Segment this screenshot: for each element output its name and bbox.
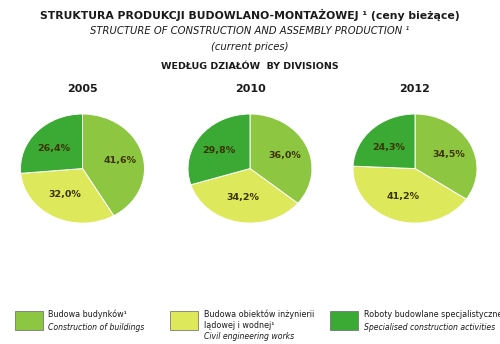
Wedge shape [250,114,312,203]
Text: 41,2%: 41,2% [386,192,420,201]
Wedge shape [20,114,82,173]
Text: 24,3%: 24,3% [372,142,405,152]
Text: 32,0%: 32,0% [48,191,81,200]
Text: Specialised construction activities: Specialised construction activities [364,323,494,332]
Text: 26,4%: 26,4% [38,144,70,153]
Text: Construction of buildings: Construction of buildings [48,323,145,332]
Text: 34,5%: 34,5% [432,150,466,159]
Wedge shape [188,114,250,185]
Wedge shape [415,114,477,199]
Text: 29,8%: 29,8% [202,147,235,155]
Wedge shape [353,166,467,223]
Text: Roboty budowlane specjalistyczne: Roboty budowlane specjalistyczne [364,310,500,319]
Text: (current prices): (current prices) [211,42,289,52]
Text: 36,0%: 36,0% [268,151,301,160]
Wedge shape [20,169,114,223]
Text: Civil engineering works: Civil engineering works [204,332,294,341]
Text: 34,2%: 34,2% [226,193,259,202]
Wedge shape [353,114,415,169]
Text: Budowa budynków¹: Budowa budynków¹ [48,310,128,319]
Wedge shape [191,169,298,223]
Text: STRUKTURA PRODUKCJI BUDOWLANO-MONTAŻOWEJ ¹ (ceny bieżące): STRUKTURA PRODUKCJI BUDOWLANO-MONTAŻOWEJ… [40,9,460,21]
Title: 2010: 2010 [234,84,266,94]
Text: Budowa obiektów inżynierii: Budowa obiektów inżynierii [204,310,314,319]
Text: lądowej i wodnej¹: lądowej i wodnej¹ [204,321,274,330]
Wedge shape [82,114,144,216]
Text: WEDŁUG DZIAŁÓW  BY DIVISIONS: WEDŁUG DZIAŁÓW BY DIVISIONS [161,62,339,71]
Title: 2005: 2005 [67,84,98,94]
Text: 41,6%: 41,6% [103,156,136,165]
Title: 2012: 2012 [400,84,430,94]
Text: STRUCTURE OF CONSTRUCTION AND ASSEMBLY PRODUCTION ¹: STRUCTURE OF CONSTRUCTION AND ASSEMBLY P… [90,26,409,36]
